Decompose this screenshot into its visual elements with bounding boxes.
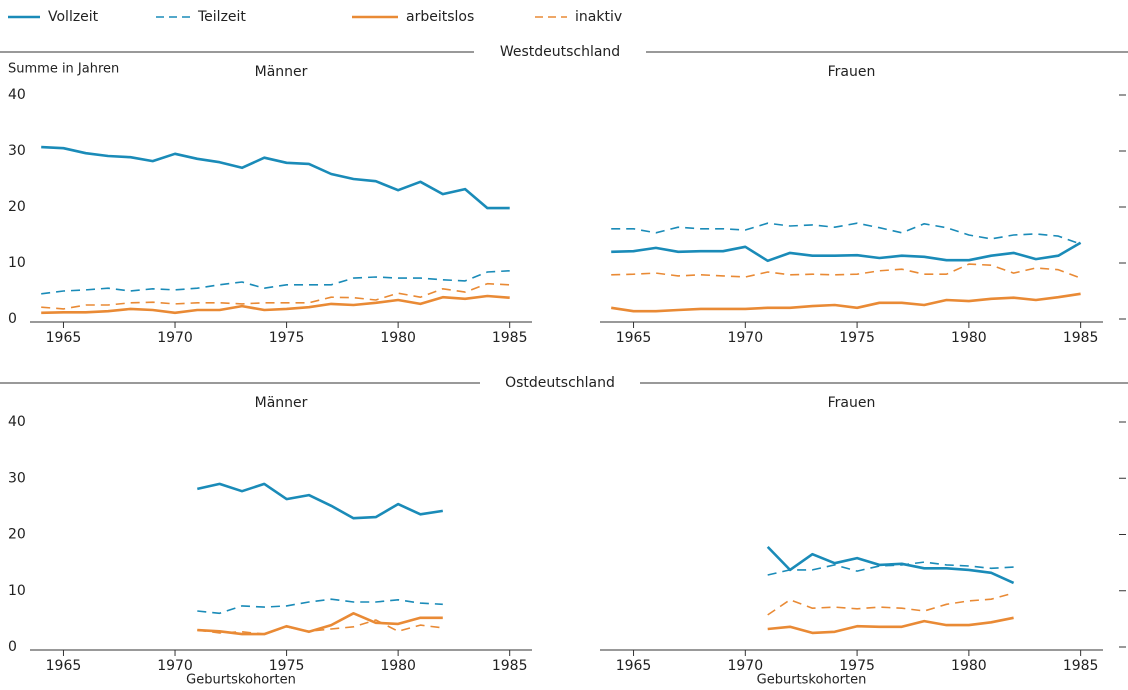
x-tick-label: 1965 [616, 658, 652, 674]
x-tick-label: 1980 [951, 330, 987, 346]
x-tick-label: 1980 [380, 330, 416, 346]
x-tick-label: 1975 [269, 330, 305, 346]
y-tick-label: 20 [8, 199, 26, 215]
series-line [197, 619, 443, 635]
series-line [767, 616, 1014, 635]
series-line [611, 292, 1081, 313]
panel-title: Frauen [828, 64, 876, 80]
series-line [197, 612, 443, 636]
x-tick-label: 1965 [46, 330, 82, 346]
y-tick-label: 20 [8, 527, 26, 543]
x-tick-label: 1975 [839, 658, 875, 674]
section-title: Westdeutschland [500, 44, 620, 60]
y-tick-label: 40 [8, 414, 26, 430]
section-title: Ostdeutschland [505, 375, 615, 391]
x-tick-label: 1970 [157, 658, 193, 674]
x-axis-label: Geburtskohorten [186, 673, 296, 688]
y-tick-label: 10 [8, 255, 26, 271]
series-line [611, 263, 1081, 279]
series-line [41, 294, 510, 315]
y-axis-label: Summe in Jahren [8, 62, 119, 77]
x-tick-label: 1985 [1063, 658, 1099, 674]
series-line [41, 270, 510, 295]
panel-title: Männer [255, 64, 308, 80]
panel-title: Männer [255, 395, 308, 411]
x-tick-label: 1985 [1063, 330, 1099, 346]
x-tick-label: 1980 [380, 658, 416, 674]
series-line [41, 145, 510, 210]
x-tick-label: 1980 [951, 658, 987, 674]
y-tick-label: 0 [8, 311, 17, 327]
x-axis-label: Geburtskohorten [757, 673, 867, 688]
x-tick-label: 1985 [492, 658, 528, 674]
x-tick-label: 1965 [616, 330, 652, 346]
series-line [41, 282, 510, 310]
series-line [611, 222, 1081, 245]
legend-label: Vollzeit [48, 9, 99, 25]
x-tick-label: 1975 [839, 330, 875, 346]
series-line [197, 598, 443, 615]
y-tick-label: 10 [8, 583, 26, 599]
series-line [197, 482, 443, 520]
x-tick-label: 1965 [46, 658, 82, 674]
series-line [767, 592, 1014, 616]
x-tick-label: 1970 [157, 330, 193, 346]
series-line [766, 545, 1015, 585]
x-tick-label: 1975 [269, 658, 305, 674]
y-tick-label: 30 [8, 470, 26, 486]
series-line [767, 561, 1014, 576]
legend-label: inaktiv [575, 9, 622, 25]
series-line [611, 241, 1082, 263]
legend-label: Teilzeit [197, 9, 246, 25]
x-tick-label: 1970 [727, 330, 763, 346]
x-tick-label: 1985 [492, 330, 528, 346]
y-tick-label: 30 [8, 143, 26, 159]
y-tick-label: 40 [8, 87, 26, 103]
y-tick-label: 0 [8, 639, 17, 655]
legend-label: arbeitslos [406, 9, 474, 25]
x-tick-label: 1970 [727, 658, 763, 674]
panel-title: Frauen [828, 395, 876, 411]
